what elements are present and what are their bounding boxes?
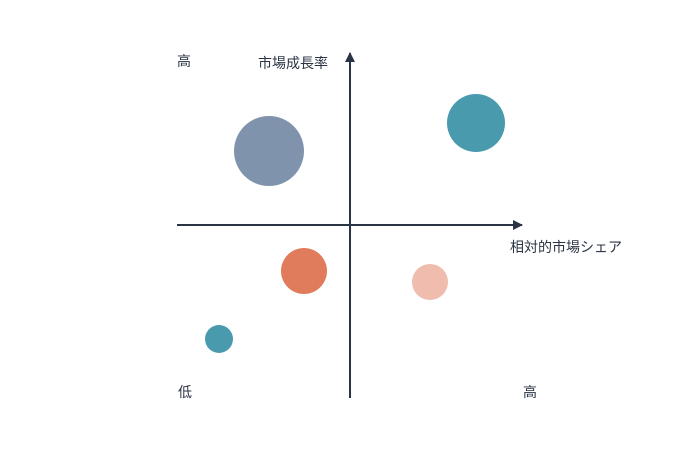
low-label: 低: [178, 385, 192, 401]
bubble: [412, 264, 448, 300]
x-axis-title: 相対的市場シェア: [510, 239, 622, 256]
bubble: [447, 94, 505, 152]
y-axis-title: 市場成長率: [258, 55, 328, 72]
x-high-label: 高: [523, 384, 537, 401]
y-high-label: 高: [177, 53, 191, 70]
bubbles: [205, 94, 505, 353]
bubble: [205, 325, 233, 353]
bubble: [234, 116, 304, 186]
bubble: [281, 248, 327, 294]
